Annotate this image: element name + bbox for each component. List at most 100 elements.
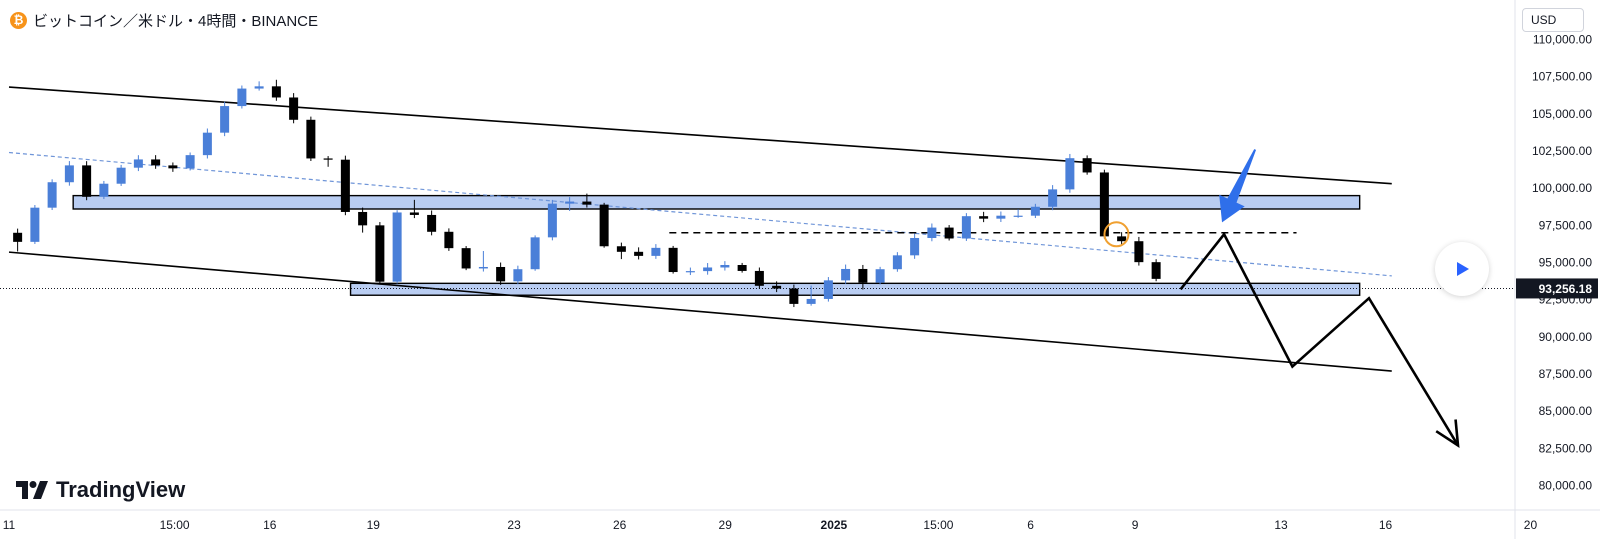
candle-body	[720, 264, 730, 268]
candle-body	[1117, 236, 1127, 242]
projection-arrowhead	[1435, 419, 1460, 448]
y-tick-label: 97,500.00	[1539, 218, 1593, 232]
candle-body	[254, 86, 264, 89]
x-tick-label: 11	[3, 518, 16, 532]
projection-path	[1179, 231, 1460, 447]
candle-body	[116, 167, 126, 184]
candle-body	[858, 268, 868, 283]
currency-button[interactable]: USD	[1522, 8, 1584, 32]
candle-body	[478, 266, 488, 269]
candle-body	[892, 255, 902, 270]
candle-body	[806, 298, 816, 304]
candle-body	[565, 201, 575, 204]
symbol-title: ビットコイン／米ドル・4時間・BINANCE	[33, 12, 319, 30]
x-tick-label: 15:00	[923, 518, 953, 532]
y-tick-label: 110,000.00	[1533, 33, 1592, 47]
y-tick-label: 105,000.00	[1532, 107, 1592, 121]
play-button[interactable]	[1435, 242, 1489, 296]
candle-body	[1030, 206, 1040, 216]
candle-body	[375, 225, 385, 282]
candle-body	[427, 214, 437, 232]
y-tick-label: 107,500.00	[1532, 70, 1592, 84]
candle-body	[358, 211, 368, 226]
candle-body	[616, 246, 626, 252]
candle-body	[220, 106, 230, 133]
trend-dashed-line	[8, 151, 1392, 277]
candle-body	[754, 270, 764, 286]
x-tick-label: 13	[1274, 518, 1288, 532]
candle-body	[634, 251, 644, 256]
candle-body	[392, 212, 402, 282]
play-icon	[1457, 262, 1469, 276]
candle-body	[30, 207, 40, 242]
candle-body	[685, 271, 695, 273]
brand-name: TradingView	[56, 477, 186, 502]
candle-body	[185, 155, 195, 169]
candle-body	[323, 158, 333, 160]
last-price-badge	[1516, 278, 1598, 299]
y-tick-label: 90,000.00	[1539, 330, 1593, 344]
candle-body	[547, 203, 557, 238]
x-tick-label: 15:00	[160, 518, 190, 532]
y-tick-label: 82,500.00	[1539, 441, 1593, 455]
candle-body	[82, 165, 92, 197]
candle-body	[875, 269, 885, 283]
highlight-circle	[1103, 221, 1130, 248]
y-tick-label: 100,000.00	[1532, 181, 1592, 195]
candle-body	[306, 119, 316, 159]
candle-body	[13, 232, 23, 242]
candle-body	[582, 201, 592, 205]
x-tick-label: 16	[1379, 518, 1393, 532]
candle-body	[703, 267, 713, 272]
x-tick-label: 20	[1524, 518, 1538, 532]
blue-arrow-annotation	[1219, 149, 1257, 223]
candle-body	[496, 266, 506, 282]
x-tick-label: 2025	[821, 518, 848, 532]
x-tick-label: 16	[263, 518, 277, 532]
x-tick-label: 26	[613, 518, 627, 532]
x-tick-label: 19	[367, 518, 381, 532]
candle-body	[772, 285, 782, 289]
candle-body	[996, 215, 1006, 219]
candle-body	[841, 268, 851, 281]
candle-body	[599, 204, 609, 247]
y-tick-label: 95,000.00	[1539, 256, 1593, 270]
candle-body	[409, 212, 419, 215]
candle-body	[1082, 158, 1092, 173]
tradingview-logo-icon	[16, 481, 48, 499]
support-resistance-zone	[72, 194, 1361, 210]
candle-body	[237, 88, 247, 107]
candle-body	[340, 159, 350, 212]
candle-body	[1151, 262, 1161, 279]
candle-body	[47, 182, 57, 208]
candle-body	[823, 280, 833, 299]
candle-body	[64, 165, 74, 183]
channel-lower-line	[8, 251, 1392, 372]
candle-body	[289, 97, 299, 120]
candle-body	[944, 227, 954, 239]
candle-body	[1134, 241, 1144, 263]
x-tick-label: 6	[1027, 518, 1034, 532]
candle-body	[202, 132, 212, 156]
x-tick-label: 29	[719, 518, 733, 532]
candle-body	[1048, 189, 1058, 207]
candle-body	[444, 231, 454, 249]
candle-body	[151, 159, 161, 166]
candle-body	[530, 237, 540, 270]
candle-body	[668, 247, 678, 273]
tradingview-logo: TradingView	[16, 477, 185, 503]
candle-body	[168, 165, 178, 169]
y-tick-label: 80,000.00	[1539, 479, 1593, 493]
bitcoin-icon: ₿	[10, 11, 27, 29]
candle-body	[99, 183, 109, 197]
x-tick-label: 9	[1132, 518, 1139, 532]
support-resistance-zone	[349, 282, 1361, 296]
x-tick-label: 23	[507, 518, 521, 532]
candle-body	[271, 86, 281, 98]
last-price-label: 93,256.18	[1539, 282, 1593, 296]
candle-body	[927, 227, 937, 238]
candle-body	[133, 159, 143, 168]
candle-body	[1013, 215, 1023, 217]
candle-body	[961, 216, 971, 239]
